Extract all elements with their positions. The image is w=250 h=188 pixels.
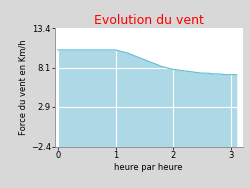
X-axis label: heure par heure: heure par heure <box>114 163 183 172</box>
Y-axis label: Force du vent en Km/h: Force du vent en Km/h <box>19 40 28 135</box>
Title: Evolution du vent: Evolution du vent <box>94 14 204 27</box>
